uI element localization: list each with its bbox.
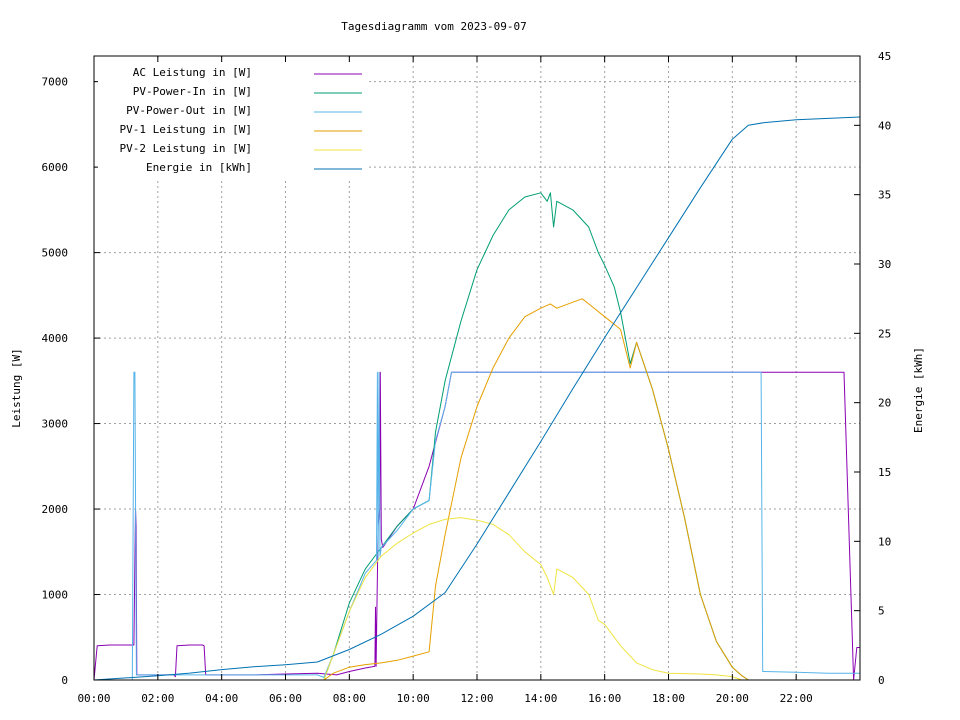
y-tick-label: 5000 (42, 247, 69, 260)
x-tick-label: 10:00 (397, 692, 430, 705)
y2-tick-label: 15 (878, 466, 891, 479)
x-tick-label: 00:00 (77, 692, 110, 705)
y2-tick-label: 10 (878, 535, 891, 548)
y2-tick-label: 45 (878, 50, 891, 63)
legend-label-1: AC Leistung in [W] (133, 66, 252, 79)
y2-axis-label: Energie [kWh] (912, 347, 925, 433)
x-tick-label: 08:00 (333, 692, 366, 705)
y-tick-label: 7000 (42, 76, 69, 89)
y2-tick-label: 5 (878, 605, 885, 618)
y2-tick-label: 30 (878, 258, 891, 271)
y-tick-label: 4000 (42, 332, 69, 345)
x-tick-label: 16:00 (588, 692, 621, 705)
legend-background (98, 62, 368, 178)
ticks: 00:00 02:00 04:00 06:00 08:00 10:00 12:00 14:00… (42, 50, 892, 705)
x-tick-label: 18:00 (652, 692, 685, 705)
legend-label-6: Energie in [kWh] (146, 161, 252, 174)
y-tick-label: 0 (61, 674, 68, 687)
y2-tick-label: 20 (878, 397, 891, 410)
x-tick-label: 04:00 (205, 692, 238, 705)
y-axis-label: Leistung [W] (10, 348, 23, 427)
y-tick-label: 2000 (42, 503, 69, 516)
series-line-3 (94, 371, 860, 681)
y-tick-label: 1000 (42, 589, 69, 602)
chart-title: Tagesdiagramm vom 2023-09-07 (341, 20, 526, 33)
x-tick-label: 14:00 (524, 692, 557, 705)
x-tick-label: 22:00 (780, 692, 813, 705)
y2-tick-label: 35 (878, 189, 891, 202)
x-tick-label: 12:00 (460, 692, 493, 705)
legend-label-4: PV-1 Leistung in [W] (120, 123, 252, 136)
series-line-5 (94, 517, 860, 681)
x-tick-label: 02:00 (141, 692, 174, 705)
y2-tick-label: 25 (878, 327, 891, 340)
legend-label-2: PV-Power-In in [W] (133, 85, 252, 98)
series-line-6 (93, 116, 861, 681)
series-group (93, 116, 861, 681)
y-tick-label: 3000 (42, 418, 69, 431)
y2-tick-label: 40 (878, 119, 891, 132)
legend: AC Leistung in [W] PV-Power-In in [W] PV-P… (98, 62, 368, 178)
x-tick-label: 20:00 (716, 692, 749, 705)
y-tick-label: 6000 (42, 161, 69, 174)
x-tick-label: 06:00 (269, 692, 302, 705)
y2-tick-label: 0 (878, 674, 885, 687)
legend-label-5: PV-2 Leistung in [W] (120, 142, 252, 155)
legend-label-3: PV-Power-Out in [W] (126, 104, 252, 117)
grid (94, 56, 860, 680)
series-line-4 (94, 298, 860, 681)
